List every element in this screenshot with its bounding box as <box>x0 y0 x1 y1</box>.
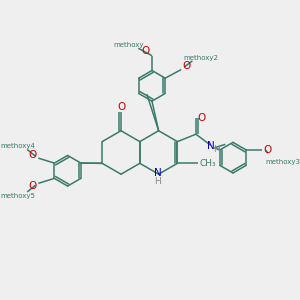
Text: O: O <box>117 102 125 112</box>
Text: O: O <box>141 46 149 56</box>
Text: O: O <box>29 150 37 160</box>
Text: N: N <box>207 141 214 151</box>
Text: O: O <box>263 145 272 154</box>
Text: O: O <box>183 61 191 71</box>
Text: methoxy3: methoxy3 <box>265 159 300 165</box>
Text: CH₃: CH₃ <box>200 159 216 168</box>
Text: H: H <box>154 177 161 186</box>
Text: methoxy4: methoxy4 <box>0 143 35 149</box>
Text: H: H <box>214 145 220 154</box>
Text: methoxy5: methoxy5 <box>0 193 35 199</box>
Text: methoxy: methoxy <box>114 42 144 48</box>
Text: O: O <box>29 181 37 191</box>
Text: O: O <box>197 113 206 123</box>
Text: methoxy2: methoxy2 <box>184 55 218 61</box>
Text: N: N <box>154 168 161 178</box>
